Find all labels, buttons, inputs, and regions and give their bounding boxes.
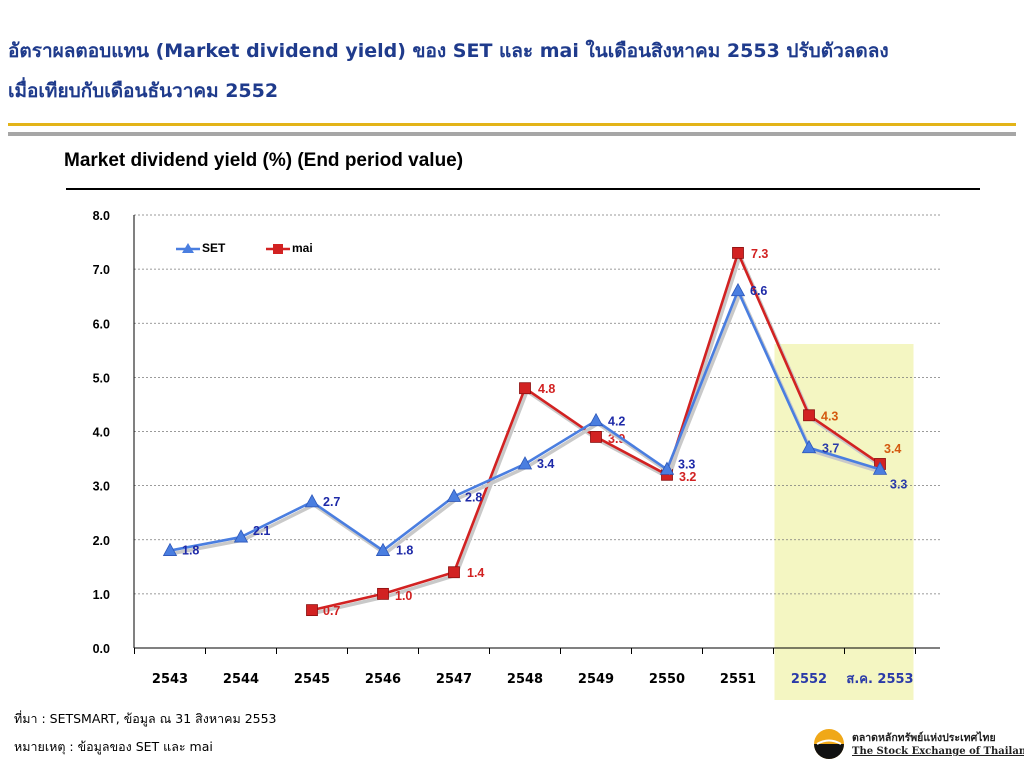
legend-marker-mai — [273, 244, 283, 254]
data-label-mai: 0.7 — [323, 604, 340, 618]
point-marker-mai — [448, 566, 460, 579]
x-tick-label: 2544 — [223, 672, 259, 687]
x-tick-label: 2550 — [649, 672, 685, 687]
highlight-band — [774, 344, 914, 700]
x-tick-label: 2548 — [507, 672, 543, 687]
point-marker-SET — [588, 412, 604, 427]
data-label-SET: 6.6 — [750, 284, 767, 298]
y-tick-label: 7.0 — [93, 263, 110, 277]
x-tick-label: 2547 — [436, 672, 472, 687]
point-marker-SET — [304, 494, 320, 508]
data-label-SET: 1.8 — [396, 544, 413, 558]
data-label-SET: 2.1 — [253, 524, 270, 538]
y-tick-label: 1.0 — [93, 588, 110, 602]
y-tick-label: 0.0 — [93, 642, 110, 656]
headline-line-2: เมื่อเทียบกับเดือนธันวาคม 2552 — [8, 80, 279, 102]
data-label-mai: 4.8 — [538, 382, 555, 396]
data-label-SET: 3.7 — [822, 442, 839, 456]
headline-line-1: อัตราผลตอบแทน (Market dividend yield) ขอ… — [8, 40, 889, 62]
y-tick-label: 8.0 — [93, 209, 110, 223]
point-marker-mai — [803, 409, 815, 422]
legend-marker-SET — [182, 243, 194, 253]
point-marker-SET — [730, 282, 746, 297]
y-tick-label: 4.0 — [93, 426, 110, 440]
chart-title-underline — [66, 188, 980, 190]
point-marker-SET — [375, 542, 391, 556]
data-label-SET: 3.3 — [890, 477, 907, 491]
y-tick-label: 5.0 — [93, 371, 110, 385]
data-label-SET: 3.4 — [537, 457, 554, 471]
data-label-SET: 2.8 — [465, 490, 482, 504]
data-label-SET: 2.7 — [323, 495, 340, 509]
point-marker-mai — [377, 587, 389, 600]
point-marker-SET — [517, 456, 533, 470]
x-tick-label: 2551 — [720, 672, 756, 687]
legend-label-SET: SET — [202, 241, 226, 255]
point-marker-SET — [233, 529, 249, 543]
point-marker-SET — [162, 542, 178, 556]
data-label-mai: 4.3 — [821, 409, 838, 423]
headline-divider-gray — [8, 132, 1016, 136]
data-label-mai: 1.0 — [395, 589, 412, 603]
x-tick-label: ส.ค. 2553 — [846, 672, 913, 687]
x-tick-label: 2546 — [365, 672, 401, 687]
point-marker-SET — [872, 461, 888, 475]
source-footnote: ที่มา : SETSMART, ข้อมูล ณ 31 สิงหาคม 25… — [14, 711, 277, 726]
data-label-SET: 1.8 — [182, 544, 199, 558]
x-tick-label: 2552 — [791, 672, 827, 687]
data-label-mai: 7.3 — [751, 247, 768, 261]
legend-label-mai: mai — [292, 241, 313, 255]
data-label-SET: 3.3 — [678, 457, 695, 471]
data-label-mai: 1.4 — [467, 566, 484, 580]
logo-name-thai: ตลาดหลักทรัพย์แห่งประเทศไทย — [852, 732, 996, 744]
logo-name-english: The Stock Exchange of Thailand — [852, 746, 1024, 757]
headline-divider-gold — [8, 123, 1016, 126]
x-tick-label: 2543 — [152, 672, 188, 687]
data-label-mai: 3.4 — [884, 442, 901, 456]
point-marker-mai — [590, 431, 602, 443]
data-label-mai: 3.2 — [679, 470, 696, 484]
y-tick-label: 6.0 — [93, 317, 110, 331]
point-marker-SET — [659, 461, 675, 475]
point-marker-SET — [801, 439, 817, 454]
x-tick-label: 2549 — [578, 672, 614, 687]
point-marker-SET — [446, 488, 462, 502]
y-tick-label: 3.0 — [93, 480, 110, 494]
page-headline: อัตราผลตอบแทน (Market dividend yield) ขอ… — [8, 30, 1018, 112]
point-marker-mai — [732, 246, 744, 259]
chart-title: Market dividend yield (%) (End period va… — [64, 150, 464, 171]
point-marker-mai — [519, 382, 531, 395]
set-logo-icon — [814, 729, 844, 759]
data-label-SET: 4.2 — [608, 415, 625, 429]
point-marker-mai — [306, 604, 318, 617]
x-tick-label: 2545 — [294, 672, 330, 687]
y-tick-label: 2.0 — [93, 534, 110, 548]
note-footnote: หมายเหตุ : ข้อมูลของ SET และ mai — [14, 739, 213, 754]
set-logo: ตลาดหลักทรัพย์แห่งประเทศไทย The Stock Ex… — [812, 727, 1024, 763]
